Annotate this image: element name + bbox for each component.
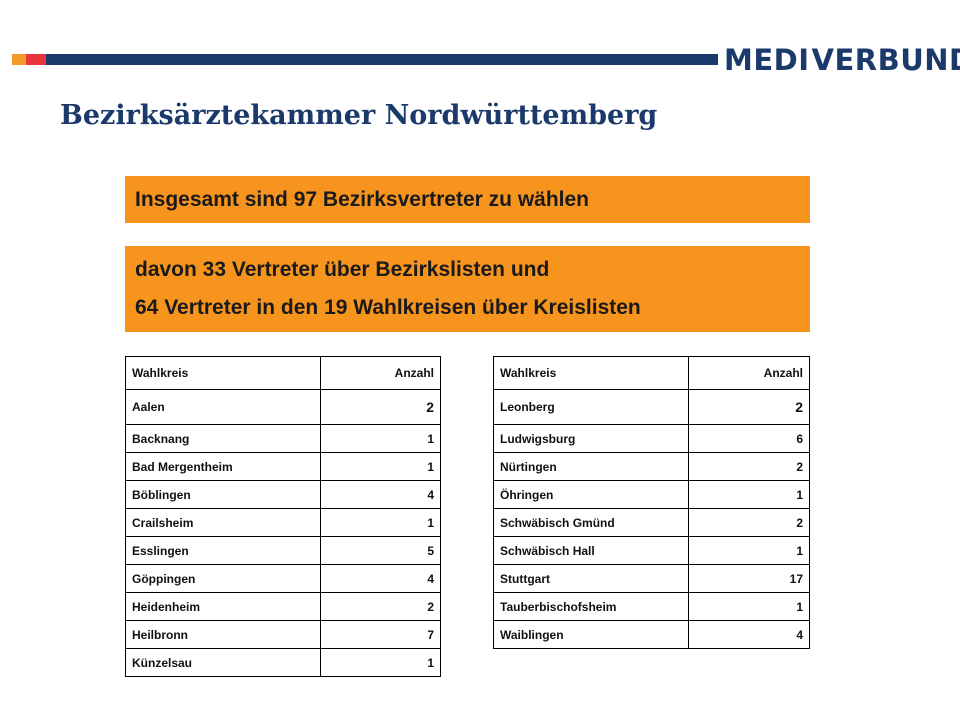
column-header-anzahl: Anzahl	[688, 356, 810, 390]
anzahl-cell: 5	[320, 536, 441, 565]
anzahl-cell: 6	[688, 424, 810, 453]
wahlkreis-cell: Leonberg	[493, 389, 689, 425]
medi-verbund-logo: MEDI VERBUND	[724, 40, 960, 80]
wahlkreis-cell: Böblingen	[125, 480, 321, 509]
anzahl-cell: 1	[320, 508, 441, 537]
header-bar-blue	[46, 54, 718, 65]
banner-line-2: 64 Vertreter in den 19 Wahlkreisen über …	[135, 296, 641, 319]
table-row: Heidenheim 2	[125, 592, 441, 621]
table-row: Leonberg 2	[493, 389, 810, 425]
table-header-row: Wahlkreis Anzahl	[125, 356, 441, 390]
column-header-anzahl: Anzahl	[320, 356, 441, 390]
table-row: Öhringen 1	[493, 480, 810, 509]
table-row: Bad Mergentheim 1	[125, 452, 441, 481]
wahlkreis-cell: Heidenheim	[125, 592, 321, 621]
anzahl-cell: 1	[320, 648, 441, 677]
wahlkreis-cell: Künzelsau	[125, 648, 321, 677]
table-row: Esslingen 5	[125, 536, 441, 565]
table-row: Tauberbischofsheim 1	[493, 592, 810, 621]
wahlkreis-cell: Backnang	[125, 424, 321, 453]
anzahl-cell: 2	[688, 452, 810, 481]
anzahl-cell: 1	[320, 452, 441, 481]
table-row: Göppingen 4	[125, 564, 441, 593]
wahlkreis-cell: Schwäbisch Hall	[493, 536, 689, 565]
wahlkreis-cell: Crailsheim	[125, 508, 321, 537]
anzahl-cell: 7	[320, 620, 441, 649]
anzahl-cell: 1	[688, 536, 810, 565]
column-header-wahlkreis: Wahlkreis	[125, 356, 321, 390]
anzahl-cell: 2	[320, 389, 441, 425]
anzahl-cell: 4	[320, 480, 441, 509]
anzahl-cell: 2	[688, 389, 810, 425]
table-row: Aalen 2	[125, 389, 441, 425]
anzahl-cell: 1	[688, 592, 810, 621]
wahlkreis-cell: Ludwigsburg	[493, 424, 689, 453]
wahlkreis-cell: Heilbronn	[125, 620, 321, 649]
table-row: Backnang 1	[125, 424, 441, 453]
wahlkreis-cell: Öhringen	[493, 480, 689, 509]
table-row: Heilbronn 7	[125, 620, 441, 649]
wahlkreis-cell: Nürtingen	[493, 452, 689, 481]
anzahl-cell: 2	[320, 592, 441, 621]
anzahl-cell: 4	[688, 620, 810, 649]
logo-text-right: VERBUND	[811, 43, 960, 77]
banner-total: Insgesamt sind 97 Bezirksvertreter zu wä…	[125, 176, 810, 223]
anzahl-cell: 4	[320, 564, 441, 593]
wahlkreis-table-right: Wahlkreis Anzahl Leonberg 2 Ludwigsburg …	[493, 356, 810, 649]
table-row: Crailsheim 1	[125, 508, 441, 537]
table-row: Waiblingen 4	[493, 620, 810, 649]
table-row: Nürtingen 2	[493, 452, 810, 481]
table-row: Ludwigsburg 6	[493, 424, 810, 453]
wahlkreis-cell: Göppingen	[125, 564, 321, 593]
header-bar-red	[26, 54, 46, 65]
table-row: Stuttgart 17	[493, 564, 810, 593]
column-header-wahlkreis: Wahlkreis	[493, 356, 689, 390]
wahlkreis-cell: Stuttgart	[493, 564, 689, 593]
wahlkreis-cell: Aalen	[125, 389, 321, 425]
wahlkreis-cell: Esslingen	[125, 536, 321, 565]
anzahl-cell: 1	[320, 424, 441, 453]
banner-breakdown: davon 33 Vertreter über Bezirkslisten un…	[125, 246, 810, 332]
wahlkreis-cell: Waiblingen	[493, 620, 689, 649]
table-row: Böblingen 4	[125, 480, 441, 509]
table-header-row: Wahlkreis Anzahl	[493, 356, 810, 390]
page-title: Bezirksärztekammer Nordwürttemberg	[60, 100, 658, 131]
wahlkreis-table-left: Wahlkreis Anzahl Aalen 2 Backnang 1 Bad …	[125, 356, 441, 677]
anzahl-cell: 1	[688, 480, 810, 509]
table-row: Schwäbisch Hall 1	[493, 536, 810, 565]
wahlkreis-cell: Tauberbischofsheim	[493, 592, 689, 621]
banner-line-1: davon 33 Vertreter über Bezirkslisten un…	[135, 258, 550, 281]
table-row: Künzelsau 1	[125, 648, 441, 677]
table-row: Schwäbisch Gmünd 2	[493, 508, 810, 537]
wahlkreis-cell: Schwäbisch Gmünd	[493, 508, 689, 537]
logo-text-left: MEDI	[724, 43, 810, 77]
wahlkreis-cell: Bad Mergentheim	[125, 452, 321, 481]
anzahl-cell: 2	[688, 508, 810, 537]
header-bar-orange	[12, 54, 26, 65]
anzahl-cell: 17	[688, 564, 810, 593]
